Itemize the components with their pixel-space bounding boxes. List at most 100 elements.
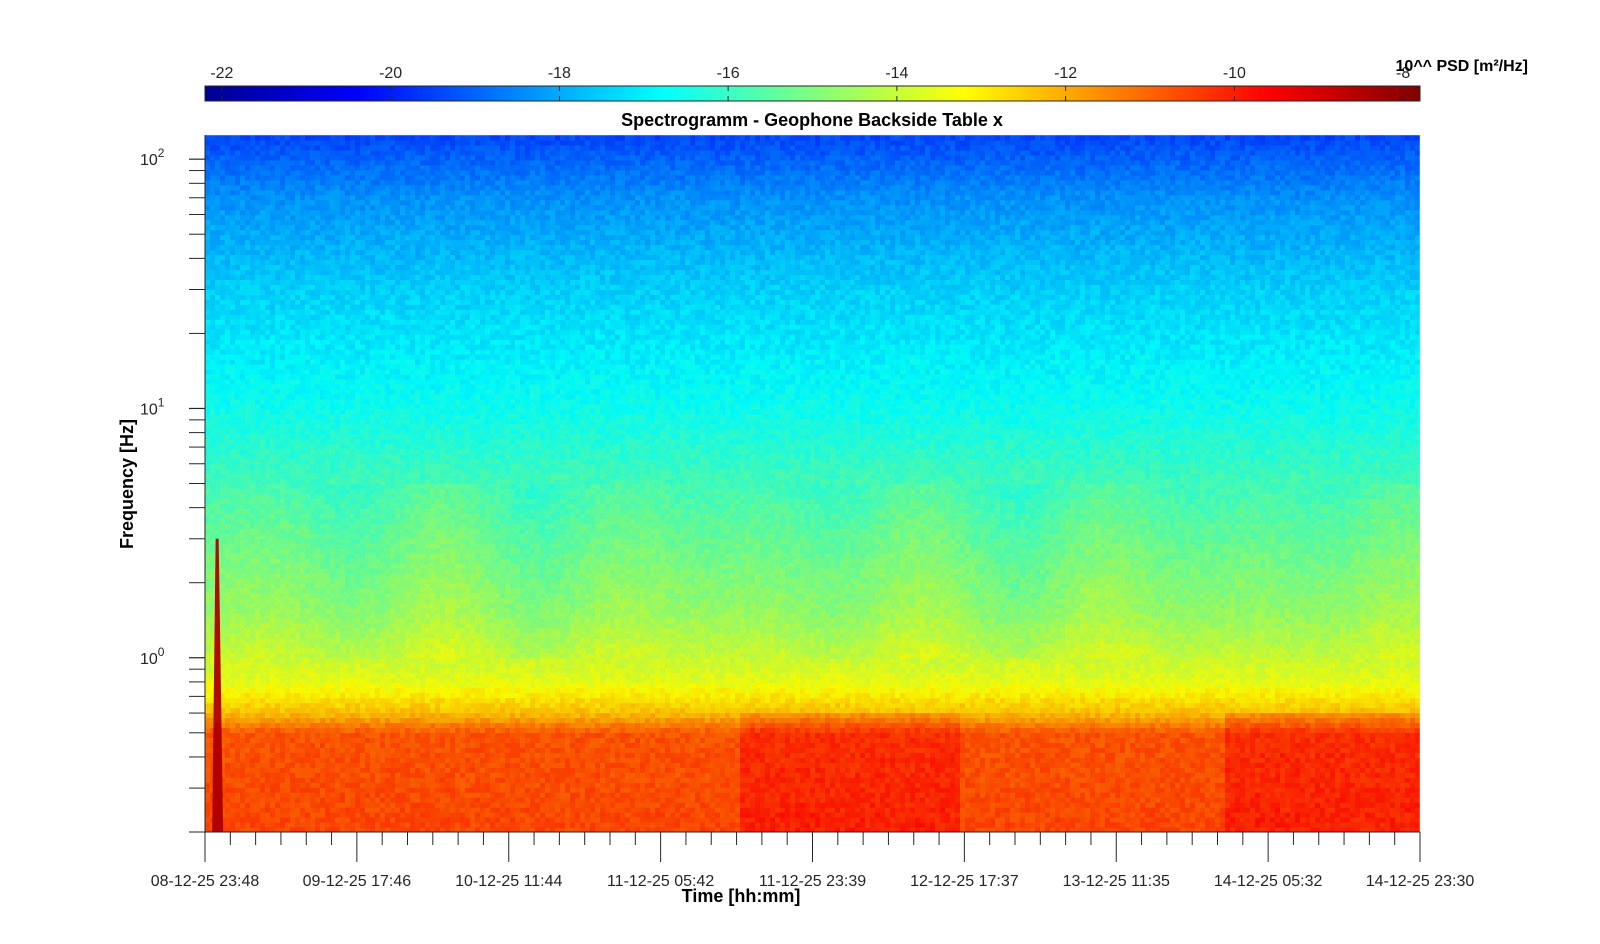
- heatmap-cell: [1120, 827, 1126, 832]
- heatmap-cell: [1410, 827, 1416, 832]
- heatmap-cell: [1070, 802, 1076, 808]
- heatmap-cell: [555, 797, 561, 803]
- heatmap-cell: [975, 737, 981, 743]
- heatmap-cell: [1310, 802, 1316, 808]
- heatmap-cell: [1390, 797, 1396, 803]
- heatmap-cell: [510, 792, 516, 798]
- heatmap-cell: [420, 822, 426, 828]
- heatmap-cell: [235, 797, 241, 803]
- heatmap-cell: [585, 762, 591, 768]
- heatmap-cell: [1175, 742, 1181, 748]
- heatmap-cell: [440, 732, 446, 739]
- heatmap-cell: [1205, 802, 1211, 808]
- heatmap-cell: [880, 792, 886, 798]
- heatmap-cell: [240, 742, 246, 748]
- heatmap-cell: [565, 767, 571, 773]
- heatmap-cell: [390, 762, 396, 768]
- heatmap-cell: [1145, 822, 1151, 828]
- heatmap-cell: [250, 752, 256, 758]
- heatmap-cell: [955, 767, 961, 773]
- heatmap-cell: [530, 747, 536, 753]
- heatmap-cell: [475, 822, 481, 828]
- heatmap-cell: [745, 772, 751, 778]
- heatmap-cell: [675, 772, 681, 778]
- heatmap-cell: [375, 762, 381, 768]
- heatmap-cell: [1165, 807, 1171, 813]
- heatmap-cell: [1305, 767, 1311, 773]
- heatmap-cell: [900, 747, 906, 753]
- heatmap-cell: [480, 737, 486, 743]
- heatmap-cell: [290, 817, 296, 823]
- heatmap-cell: [990, 767, 996, 773]
- heatmap-cell: [1105, 792, 1111, 798]
- heatmap-cell: [545, 782, 551, 788]
- heatmap-cell: [900, 787, 906, 793]
- heatmap-cell: [480, 827, 486, 832]
- heatmap-cell: [755, 787, 761, 793]
- heatmap-cell: [1220, 732, 1226, 739]
- heatmap-cell: [965, 827, 971, 832]
- heatmap-cell: [1205, 772, 1211, 778]
- heatmap-cell: [660, 807, 666, 813]
- heatmap-cell: [390, 822, 396, 828]
- heatmap-cell: [720, 792, 726, 798]
- heatmap-cell: [255, 797, 261, 803]
- heatmap-cell: [1325, 747, 1331, 753]
- heatmap-cell: [1370, 782, 1376, 788]
- heatmap-cell: [605, 792, 611, 798]
- heatmap-cell: [425, 737, 431, 743]
- heatmap-cell: [315, 817, 321, 823]
- heatmap-cell: [1330, 807, 1336, 813]
- heatmap-cell: [740, 817, 746, 823]
- heatmap-cell: [1400, 792, 1406, 798]
- heatmap-cell: [410, 822, 416, 828]
- heatmap-cell: [575, 742, 581, 748]
- heatmap-cell: [400, 732, 406, 739]
- heatmap-cell: [205, 817, 211, 823]
- heatmap-cell: [1285, 732, 1291, 739]
- heatmap-cell: [925, 757, 931, 763]
- heatmap-cell: [1085, 787, 1091, 793]
- heatmap-cell: [810, 807, 816, 813]
- heatmap-cell: [420, 817, 426, 823]
- heatmap-cell: [495, 727, 501, 734]
- heatmap-cell: [1015, 797, 1021, 803]
- heatmap-cell: [1045, 782, 1051, 788]
- heatmap-cell: [830, 742, 836, 748]
- heatmap-cell: [205, 757, 211, 763]
- heatmap-cell: [640, 812, 646, 818]
- heatmap-cell: [875, 822, 881, 828]
- heatmap-cell: [920, 762, 926, 768]
- heatmap-cell: [1160, 787, 1166, 793]
- heatmap-cell: [800, 827, 806, 832]
- heatmap-cell: [920, 802, 926, 808]
- heatmap-cell: [1065, 812, 1071, 818]
- heatmap-cell: [640, 737, 646, 743]
- heatmap-cell: [1190, 752, 1196, 758]
- heatmap-cell: [1215, 732, 1221, 739]
- heatmap-cell: [1370, 762, 1376, 768]
- heatmap-cell: [235, 777, 241, 783]
- heatmap-cell: [700, 742, 706, 748]
- heatmap-cell: [1055, 742, 1061, 748]
- heatmap-cell: [240, 777, 246, 783]
- heatmap-cell: [1275, 757, 1281, 763]
- heatmap-cell: [540, 752, 546, 758]
- heatmap-cell: [220, 772, 226, 778]
- heatmap-cell: [555, 767, 561, 773]
- heatmap-cell: [975, 822, 981, 828]
- heatmap-cell: [630, 797, 636, 803]
- heatmap-cell: [610, 812, 616, 818]
- heatmap-cell: [730, 822, 736, 828]
- heatmap-cell: [1005, 752, 1011, 758]
- heatmap-cell: [1035, 777, 1041, 783]
- heatmap-cell: [1375, 822, 1381, 828]
- heatmap-cell: [1030, 792, 1036, 798]
- heatmap-cell: [650, 792, 656, 798]
- heatmap-cell: [1225, 757, 1231, 763]
- heatmap-cell: [1155, 807, 1161, 813]
- heatmap-cell: [720, 742, 726, 748]
- heatmap-cell: [460, 777, 466, 783]
- heatmap-cell: [1135, 767, 1141, 773]
- heatmap-cell: [670, 787, 676, 793]
